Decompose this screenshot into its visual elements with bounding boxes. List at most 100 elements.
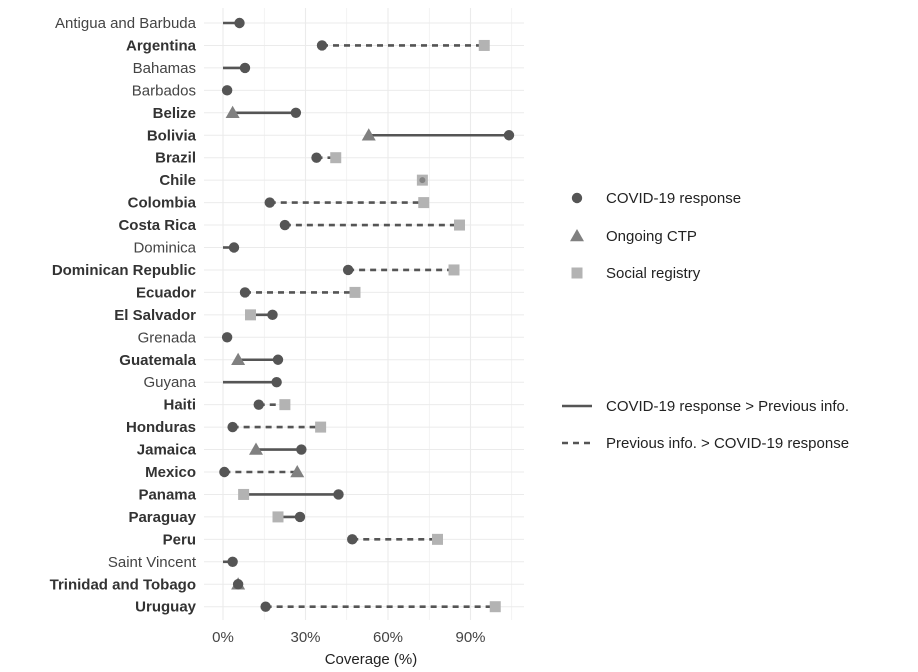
social-registry-point	[454, 219, 465, 231]
country-label: Argentina	[126, 37, 197, 54]
dumbbell-row	[225, 105, 302, 119]
covid-response-point	[294, 511, 306, 523]
covid-response-point	[290, 107, 302, 119]
country-label: Belize	[153, 105, 196, 122]
x-tick-label: 30%	[290, 629, 320, 646]
social-registry-point	[238, 488, 250, 500]
x-tick-label: 90%	[455, 629, 485, 646]
dumbbell-row	[223, 62, 251, 74]
covid-response-point	[228, 242, 240, 253]
dumbbell-row	[223, 242, 240, 253]
country-label: El Salvador	[114, 307, 196, 324]
legend-label: Social registry	[606, 265, 701, 282]
dumbbell-row	[245, 309, 278, 321]
country-label: Dominican Republic	[52, 262, 196, 279]
x-tick-label: 60%	[373, 629, 403, 646]
ongoing-ctp-point	[361, 128, 376, 141]
legend-label: COVID-19 response > Previous info.	[606, 398, 849, 415]
legend-circle-icon	[571, 192, 583, 204]
country-label: Uruguay	[135, 599, 197, 616]
country-label: Barbados	[132, 82, 196, 99]
dumbbell-row	[227, 421, 327, 433]
social-registry-point	[272, 511, 284, 523]
data-rows	[219, 17, 515, 613]
dumbbell-row	[361, 128, 515, 141]
dumbbell-row	[342, 264, 460, 276]
country-label: Bahamas	[133, 60, 196, 77]
dumbbell-row	[279, 219, 465, 231]
dumbbell-row	[239, 286, 361, 298]
dumbbell-row	[272, 511, 306, 523]
social-registry-point	[489, 601, 501, 613]
country-label: Jamaica	[137, 442, 197, 459]
legend: COVID-19 response Ongoing CTP Social regis…	[562, 190, 849, 452]
legend-label: COVID-19 response	[606, 190, 741, 207]
covid-response-point	[221, 85, 233, 96]
social-registry-point	[448, 264, 460, 276]
dumbbell-row	[221, 85, 233, 96]
legend-triangle-icon	[570, 229, 584, 242]
country-label: Costa Rica	[118, 217, 196, 234]
country-labels: Antigua and Barbuda Argentina Bahamas Barba…	[50, 15, 197, 616]
covid-response-point	[333, 489, 344, 500]
covid-response-point	[221, 332, 233, 343]
dumbbell-row	[416, 174, 428, 186]
covid-response-point	[272, 354, 284, 365]
country-label: Antigua and Barbuda	[55, 15, 197, 32]
dumbbell-row	[223, 17, 245, 29]
covid-response-point	[267, 309, 278, 321]
country-label: Trinidad and Tobago	[50, 576, 196, 593]
covid-response-point	[296, 444, 307, 455]
x-tick-label: 0%	[212, 629, 234, 646]
dumbbell-row	[221, 332, 233, 343]
covid-response-point	[234, 17, 245, 29]
country-label: Grenada	[138, 329, 197, 346]
dumbbell-row	[223, 556, 238, 567]
dumbbell-row	[264, 197, 430, 209]
country-label: Ecuador	[136, 284, 196, 301]
ongoing-ctp-point	[290, 465, 305, 478]
covid-response-point	[264, 197, 275, 208]
covid-response-point	[503, 130, 515, 141]
country-label: Saint Vincent	[108, 554, 197, 571]
x-tick-labels: 0% 30% 60% 90%	[212, 629, 485, 646]
social-registry-point	[315, 421, 327, 433]
social-registry-point	[279, 399, 291, 411]
country-label: Colombia	[128, 195, 197, 212]
ongoing-ctp-point	[249, 442, 263, 455]
dumbbell-row	[253, 399, 291, 411]
social-registry-point	[432, 533, 443, 545]
country-label: Panama	[138, 486, 196, 503]
ongoing-ctp-point	[225, 105, 240, 119]
covid-response-point	[342, 264, 354, 276]
dumbbell-row	[347, 533, 443, 545]
country-label: Brazil	[155, 150, 196, 167]
country-label: Guyana	[143, 374, 196, 391]
covid-response-point	[232, 579, 244, 590]
dumbbell-row	[231, 577, 246, 590]
dumbbell-row	[238, 488, 344, 500]
country-label: Bolivia	[147, 127, 197, 144]
covid-response-point	[311, 152, 322, 163]
country-label: Paraguay	[128, 509, 196, 526]
country-label: Guatemala	[119, 352, 196, 369]
covid-response-point	[239, 62, 251, 74]
covid-response-point	[219, 466, 230, 478]
covid-response-point	[347, 534, 358, 545]
x-axis-title: Coverage (%)	[325, 651, 418, 668]
legend-label: Previous info. > COVID-19 response	[606, 435, 849, 452]
dumbbell-row	[311, 152, 342, 164]
social-registry-point	[418, 197, 430, 209]
social-registry-point	[478, 39, 490, 51]
covid-response-point	[316, 40, 328, 51]
dumbbell-row	[316, 39, 490, 51]
legend-label: Ongoing CTP	[606, 228, 697, 245]
country-label: Peru	[163, 531, 196, 548]
covid-response-point	[419, 177, 426, 184]
country-label: Mexico	[145, 464, 196, 481]
social-registry-point	[349, 286, 361, 298]
ongoing-ctp-point	[231, 352, 246, 365]
covid-response-point	[239, 287, 251, 298]
country-label: Chile	[159, 172, 196, 189]
